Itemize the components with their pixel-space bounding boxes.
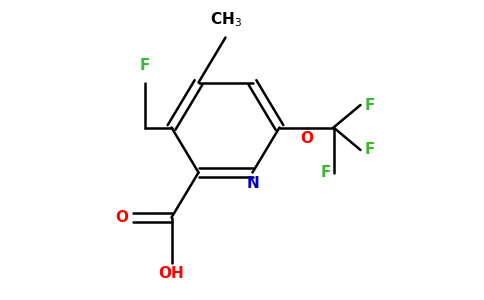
- Text: O: O: [115, 210, 128, 225]
- Text: F: F: [139, 58, 150, 74]
- Text: F: F: [365, 98, 376, 112]
- Text: CH$_3$: CH$_3$: [210, 10, 242, 28]
- Text: N: N: [246, 176, 259, 190]
- Text: O: O: [300, 130, 313, 146]
- Text: F: F: [320, 165, 331, 180]
- Text: F: F: [365, 142, 376, 158]
- Text: OH: OH: [159, 266, 184, 280]
